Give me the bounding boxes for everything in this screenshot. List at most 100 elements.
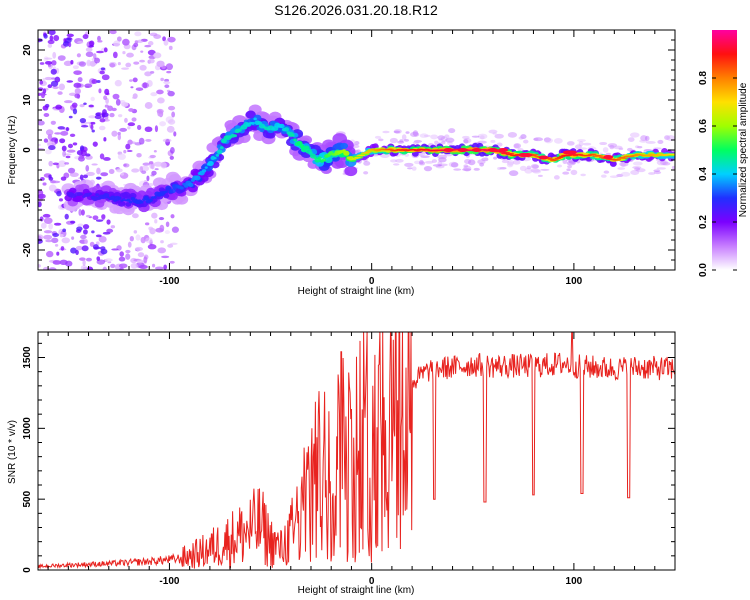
spectral-noise-blob bbox=[47, 133, 53, 140]
spectral-halo-blob bbox=[496, 142, 503, 147]
spectral-noise-blob bbox=[56, 190, 62, 197]
x-tick-label: 100 bbox=[566, 576, 583, 587]
spectral-halo-blob bbox=[418, 161, 426, 166]
spectral-noise-blob bbox=[117, 153, 126, 160]
spectral-halo-blob bbox=[618, 147, 624, 151]
spectral-ridge-blob bbox=[80, 193, 84, 196]
spectral-noise-blob bbox=[39, 216, 44, 222]
spectral-halo-blob bbox=[630, 170, 640, 176]
spectral-halo-blob bbox=[434, 140, 439, 145]
spectral-noise-blob bbox=[82, 224, 90, 230]
spectral-noise-blob bbox=[129, 79, 133, 82]
spectral-noise-blob bbox=[83, 102, 87, 105]
spectral-noise-blob bbox=[150, 92, 158, 97]
spectral-ridge-blob bbox=[358, 154, 366, 157]
spectral-noise-blob bbox=[48, 174, 52, 179]
spectral-noise-blob bbox=[133, 42, 139, 48]
spectral-halo-blob bbox=[438, 138, 443, 141]
spectral-ridge-blob bbox=[354, 156, 361, 159]
spectral-noise-blob bbox=[125, 62, 132, 68]
spectral-noise-blob bbox=[88, 40, 95, 47]
spectral-halo-blob bbox=[497, 167, 502, 170]
x-tick-label: -100 bbox=[159, 576, 179, 587]
spectral-noise-blob bbox=[92, 215, 99, 221]
spectral-noise-blob bbox=[40, 222, 47, 229]
spectral-halo-blob bbox=[582, 142, 592, 146]
spectral-noise-blob bbox=[53, 222, 62, 226]
y-tick-label: 1500 bbox=[22, 346, 33, 369]
spectral-ridge-blob bbox=[251, 121, 255, 125]
spectral-ridge-blob bbox=[194, 175, 201, 181]
spectral-halo-blob bbox=[390, 159, 398, 163]
chart-title: S126.2026.031.20.18.R12 bbox=[274, 2, 438, 18]
spectral-noise-blob bbox=[66, 149, 76, 153]
spectral-noise-blob bbox=[80, 149, 87, 157]
spectral-noise-blob bbox=[119, 267, 124, 270]
spectral-noise-blob bbox=[80, 124, 89, 128]
spectral-noise-blob bbox=[103, 47, 108, 53]
spectral-noise-blob bbox=[130, 263, 138, 269]
y-tick-label: 1000 bbox=[22, 417, 33, 440]
spectral-noise-blob bbox=[45, 239, 53, 243]
snr-frame bbox=[37, 331, 676, 571]
spectral-halo-blob bbox=[634, 167, 641, 171]
spectral-peak-blob bbox=[566, 150, 577, 155]
spectral-noise-blob bbox=[70, 247, 77, 254]
spectral-noise-blob bbox=[62, 150, 67, 157]
spectral-noise-blob bbox=[69, 172, 79, 177]
spectral-noise-blob bbox=[92, 141, 98, 147]
spectral-noise-blob bbox=[167, 36, 176, 43]
spectral-halo-blob bbox=[570, 169, 578, 176]
spectral-noise-blob bbox=[95, 176, 102, 180]
spectral-noise-blob bbox=[43, 34, 48, 39]
spectral-noise-blob bbox=[153, 150, 157, 153]
spectral-noise-blob bbox=[118, 263, 128, 269]
spectral-halo-blob bbox=[438, 141, 443, 144]
spectral-noise-blob bbox=[169, 260, 175, 264]
spectral-noise-blob bbox=[53, 34, 60, 42]
spectral-noise-blob bbox=[64, 213, 69, 220]
spectral-noise-blob bbox=[93, 246, 102, 250]
spectral-halo-blob bbox=[553, 175, 560, 180]
spectral-halo-blob bbox=[363, 161, 371, 166]
spectral-halo-blob bbox=[393, 130, 401, 134]
spectral-noise-blob bbox=[39, 62, 45, 65]
spectral-halo-blob bbox=[471, 135, 480, 138]
spectral-halo-blob bbox=[632, 161, 643, 166]
spectral-noise-blob bbox=[100, 172, 109, 177]
spectral-noise-blob bbox=[124, 117, 128, 123]
spectral-ridge-blob bbox=[175, 194, 189, 205]
spectral-noise-blob bbox=[77, 77, 83, 83]
spectral-noise-blob bbox=[104, 88, 110, 96]
spectral-ridge-blob bbox=[343, 150, 350, 156]
spectral-noise-blob bbox=[63, 60, 73, 66]
spectral-noise-blob bbox=[59, 233, 64, 238]
spectral-noise-blob bbox=[161, 255, 170, 259]
spectral-noise-blob bbox=[167, 243, 174, 248]
spectral-ridge-blob bbox=[201, 169, 207, 173]
spectral-noise-blob bbox=[72, 65, 79, 70]
spectral-noise-blob bbox=[89, 60, 96, 67]
spectral-noise-blob bbox=[54, 138, 58, 144]
spectral-noise-blob bbox=[76, 53, 81, 58]
spectral-noise-blob bbox=[135, 234, 141, 241]
spectral-noise-blob bbox=[132, 77, 138, 83]
spectral-halo-blob bbox=[397, 140, 405, 144]
spectral-noise-blob bbox=[83, 174, 88, 179]
spectral-halo-blob bbox=[640, 135, 648, 142]
spectral-noise-blob bbox=[109, 112, 115, 118]
colorbar-tick-label: 0.0 bbox=[698, 263, 709, 277]
spectral-noise-blob bbox=[62, 228, 67, 233]
spectral-halo-blob bbox=[524, 167, 533, 174]
spectral-noise-blob bbox=[115, 168, 123, 173]
spectral-noise-blob bbox=[102, 109, 107, 115]
spectral-ridge-blob bbox=[129, 192, 137, 199]
spectral-halo-blob bbox=[530, 163, 539, 169]
spectral-peak-blob bbox=[498, 148, 509, 152]
spectral-noise-blob bbox=[134, 31, 142, 37]
spectral-noise-blob bbox=[167, 90, 175, 97]
spectral-noise-blob bbox=[83, 229, 88, 235]
spectral-halo-blob bbox=[440, 136, 448, 142]
spectral-noise-blob bbox=[103, 157, 111, 161]
spectral-ridge-blob bbox=[596, 155, 604, 157]
